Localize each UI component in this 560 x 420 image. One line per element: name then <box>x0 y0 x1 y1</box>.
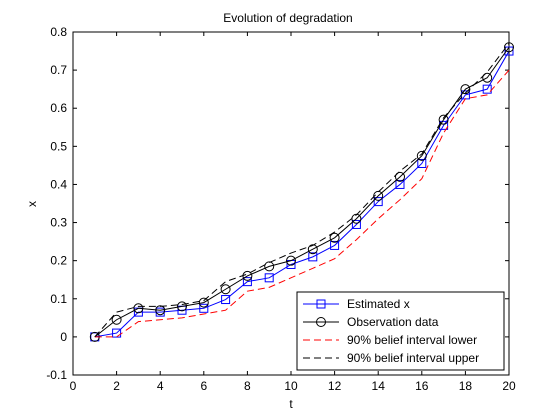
legend-label: Estimated x <box>347 297 410 311</box>
y-tick-label: 0.6 <box>50 101 67 115</box>
data-point <box>155 305 166 316</box>
data-point <box>177 301 187 312</box>
legend-item: 90% belief interval lower <box>303 333 477 347</box>
data-point <box>220 284 231 295</box>
y-tick-label: 0.5 <box>50 139 67 153</box>
data-point <box>373 197 383 207</box>
data-point <box>504 42 514 53</box>
legend-box <box>296 291 505 371</box>
legend-label: 90% belief interval lower <box>347 333 477 347</box>
x-tick-label: 6 <box>200 379 207 393</box>
series-line <box>94 43 510 338</box>
x-tick-label: 8 <box>244 379 251 393</box>
series-3 <box>94 69 510 338</box>
y-axis-label: x <box>25 201 39 207</box>
legend-label: 90% belief interval upper <box>347 351 479 365</box>
series-line <box>94 46 510 338</box>
y-tick-label: 0.4 <box>50 177 67 191</box>
series-4 <box>94 43 510 338</box>
legend-item: 90% belief interval upper <box>303 351 479 365</box>
data-point <box>504 46 514 56</box>
x-tick-label: 20 <box>502 379 516 393</box>
data-point <box>395 171 405 182</box>
y-tick-label: 0.3 <box>50 216 67 230</box>
series-2 <box>89 42 514 342</box>
data-point <box>264 261 275 272</box>
data-point <box>112 328 122 338</box>
x-tick-label: 12 <box>328 379 342 393</box>
data-point <box>482 72 493 83</box>
data-point <box>199 303 209 313</box>
data-point <box>330 240 340 250</box>
legend-label: Observation data <box>347 315 439 329</box>
legend-marker <box>316 317 326 327</box>
y-tick-label: 0 <box>60 330 67 344</box>
data-point <box>286 255 296 266</box>
x-tick-label: 18 <box>459 379 473 393</box>
x-tick-label: 2 <box>113 379 120 393</box>
x-tick-label: 14 <box>372 379 386 393</box>
y-tick-label: 0.1 <box>50 292 67 306</box>
data-point <box>221 295 231 305</box>
legend: Estimated x Observation data 90% belief in… <box>296 291 505 371</box>
legend-item: Estimated x <box>303 297 410 311</box>
x-tick-label: 10 <box>284 379 298 393</box>
series-line <box>94 69 510 338</box>
y-tick-label: 0.8 <box>50 25 67 39</box>
axis-ticks: 0 2 4 6 8 10 12 14 16 18 20-0.100.10.20.30.40.50.6… <box>46 25 516 393</box>
x-tick-label: 0 <box>70 379 77 393</box>
legend-item: Observation data <box>303 315 439 329</box>
data-point <box>351 219 361 229</box>
data-point <box>438 114 449 125</box>
x-tick-label: 4 <box>157 379 164 393</box>
data-point <box>242 277 252 287</box>
x-tick-label: 16 <box>415 379 429 393</box>
data-point <box>264 273 274 283</box>
data-point <box>482 84 492 94</box>
data-point <box>416 150 427 161</box>
data-point <box>417 158 427 168</box>
data-point <box>198 297 209 308</box>
data-point <box>133 303 144 314</box>
data-point <box>308 252 318 262</box>
data-point <box>111 314 122 325</box>
y-tick-label: 0.2 <box>50 254 67 268</box>
series-layer <box>89 42 514 342</box>
data-point <box>395 179 405 189</box>
legend-marker <box>316 299 326 309</box>
data-point <box>307 244 318 255</box>
y-tick-label: 0.7 <box>50 63 67 77</box>
chart-title: Evolution of degradation <box>223 11 352 25</box>
data-point <box>329 232 340 243</box>
y-tick-label: -0.1 <box>46 368 67 382</box>
x-axis-label: t <box>289 397 293 411</box>
